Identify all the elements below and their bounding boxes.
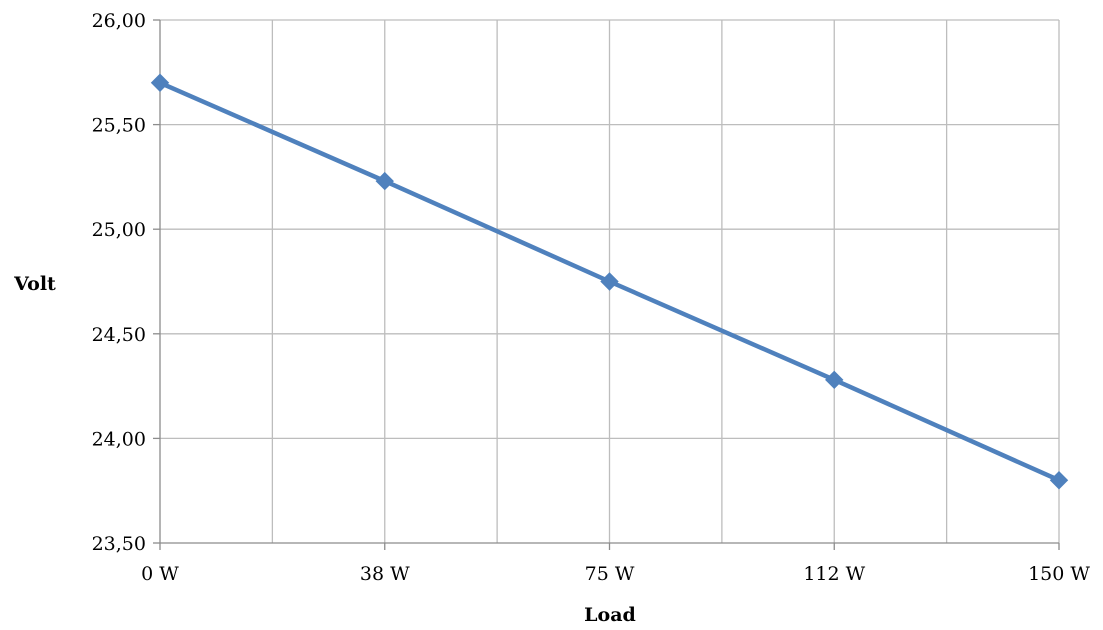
x-tick-label: 38 W [360, 563, 410, 585]
x-axis-title: Load [584, 604, 636, 626]
gridlines [160, 19, 1060, 543]
y-tick-label: 23,50 [92, 533, 146, 555]
data-point-marker [600, 272, 619, 291]
y-tick-label: 25,50 [92, 115, 146, 137]
series-group [150, 73, 1069, 490]
y-tick-label: 26,00 [92, 10, 146, 32]
x-tick-label: 0 W [141, 563, 179, 585]
data-point-marker [1049, 471, 1069, 490]
y-tick-label: 24,00 [92, 428, 146, 450]
x-tick-labels: 0 W 38 W 75 W 112 W 150 W [141, 563, 1090, 585]
axes [153, 19, 1060, 550]
y-tick-labels: 23,50 24,00 24,50 25,00 25,50 26,00 [92, 10, 146, 555]
y-tick-label: 24,50 [92, 324, 146, 346]
y-axis-title: Volt [13, 273, 56, 295]
data-point-marker [150, 73, 170, 92]
x-tick-label: 150 W [1028, 563, 1090, 585]
x-tick-label: 112 W [803, 563, 865, 585]
y-tick-label: 25,00 [92, 219, 146, 241]
data-point-marker [375, 171, 394, 191]
data-point-marker [825, 370, 844, 390]
x-tick-label: 75 W [585, 563, 635, 585]
